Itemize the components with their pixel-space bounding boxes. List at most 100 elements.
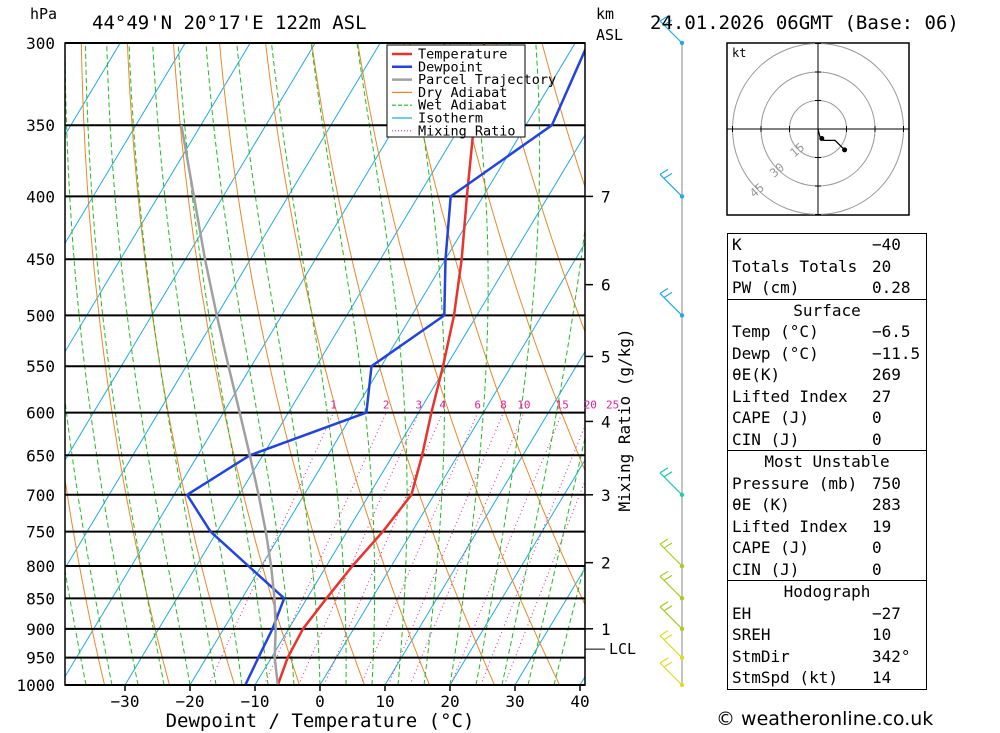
pressure-tick-label: 950 bbox=[26, 649, 55, 668]
indices-table: K −40 Totals Totals 20 PW (cm) 0.28 Surface Tem… bbox=[727, 233, 927, 690]
isotherm-line bbox=[65, 43, 121, 136]
mixing-ratio-label: 4 bbox=[439, 399, 446, 412]
pressure-tick-label: 450 bbox=[26, 250, 55, 269]
legend-label: Dry Adiabat bbox=[418, 85, 507, 101]
pressure-tick-label: 600 bbox=[26, 404, 55, 423]
legend-label: Wet Adiabat bbox=[418, 98, 507, 114]
mixing-ratio-label: 6 bbox=[474, 399, 481, 412]
wind-barb bbox=[659, 467, 683, 496]
pressure-tick-label: 1000 bbox=[16, 676, 55, 695]
wet-adiabat-line bbox=[177, 43, 269, 685]
indices-row: Totals Totals 20 bbox=[728, 256, 926, 278]
dry-adiabat-line bbox=[65, 476, 105, 685]
indices-label: θE(K) bbox=[732, 365, 781, 384]
mixing-ratio-label: 8 bbox=[500, 399, 507, 412]
legend-label: Dewpoint bbox=[418, 59, 483, 75]
isotherm-line bbox=[65, 43, 446, 678]
indices-row: K −40 bbox=[728, 234, 926, 256]
indices-section: Hodograph EH −27 SREH 10 StmDir 342° StmSpd (kt… bbox=[728, 580, 926, 689]
indices-section-title: Surface bbox=[793, 300, 861, 320]
indices-row: Lifted Index 19 bbox=[728, 516, 926, 538]
temperature-line bbox=[276, 43, 486, 685]
temp-tick-label: 40 bbox=[570, 692, 589, 711]
indices-section: Surface Temp (°C) −6.5 Dewp (°C) −11.5 θE(K) 2… bbox=[728, 298, 926, 451]
indices-row: Lifted Index 27 bbox=[728, 386, 926, 408]
indices-row: StmSpd (kt) 14 bbox=[728, 667, 926, 689]
indices-row: SREH 10 bbox=[728, 624, 926, 646]
legend-label: Isotherm bbox=[418, 111, 483, 127]
indices-row: CAPE (J) 0 bbox=[728, 407, 926, 429]
isotherm-line bbox=[384, 350, 585, 685]
indices-value: 20 bbox=[872, 256, 892, 276]
mixing-ratio-label: 3 bbox=[415, 399, 422, 412]
wind-barb bbox=[659, 657, 683, 686]
hodograph-unit-label: kt bbox=[732, 46, 746, 60]
indices-label: Dewp (°C) bbox=[732, 343, 819, 363]
km-unit-label: km bbox=[596, 5, 614, 23]
wet-adiabat-line bbox=[409, 43, 445, 685]
indices-section: Most Unstable Pressure (mb) 750 θE (K) 283 Li… bbox=[728, 450, 926, 580]
temp-tick-label: −20 bbox=[176, 692, 205, 711]
indices-label: Lifted Index bbox=[732, 516, 848, 536]
km-tick-label: 2 bbox=[601, 554, 611, 573]
pressure-tick-label: 300 bbox=[26, 34, 55, 53]
mixing-ratio-line bbox=[298, 412, 420, 685]
mixing-ratio-label: 2 bbox=[383, 399, 390, 412]
indices-row: Dewp (°C) −11.5 bbox=[728, 343, 926, 365]
indices-label: K bbox=[732, 235, 742, 254]
pressure-tick-label: 350 bbox=[26, 116, 55, 135]
indices-row: StmDir 342° bbox=[728, 646, 926, 668]
indices-section-title: Hodograph bbox=[783, 582, 871, 601]
indices-value: −27 bbox=[872, 603, 901, 623]
mixing-ratio-line bbox=[323, 412, 444, 685]
mixing-ratio-line bbox=[263, 412, 387, 685]
plot-frame bbox=[64, 42, 586, 686]
pressure-tick-label: 500 bbox=[26, 306, 55, 325]
indices-section-title: Most Unstable bbox=[764, 452, 890, 471]
axes: 3003504004505005506006507007508008509009… bbox=[16, 34, 636, 711]
wind-barb bbox=[659, 287, 683, 316]
indices-label: EH bbox=[732, 603, 752, 623]
legend-label: Parcel Trajectory bbox=[418, 72, 556, 88]
wind-profile bbox=[659, 15, 685, 688]
indices-value: 0 bbox=[872, 559, 882, 579]
km-tick-label: 4 bbox=[601, 412, 611, 431]
indices-row: Temp (°C) −6.5 bbox=[728, 321, 926, 343]
wind-barb bbox=[659, 538, 683, 567]
isotherm-line bbox=[319, 242, 585, 685]
dry-adiabat-line bbox=[495, 43, 585, 334]
indices-section: K −40 Totals Totals 20 PW (cm) 0.28 bbox=[728, 234, 926, 299]
indices-label: CIN (J) bbox=[732, 429, 800, 449]
mixing-ratio-label: 15 bbox=[556, 399, 569, 412]
dry-adiabat-line bbox=[126, 43, 235, 685]
indices-value: 283 bbox=[872, 495, 901, 514]
dry-adiabat-line bbox=[957, 43, 1000, 685]
datetime-title: 24.01.2026 06GMT (Base: 06) bbox=[650, 12, 959, 34]
indices-value: 0 bbox=[872, 429, 882, 449]
km-tick-label: 3 bbox=[601, 486, 611, 505]
km-tick-label: 5 bbox=[601, 347, 611, 366]
hodograph-trace bbox=[817, 128, 846, 151]
legend-box bbox=[386, 44, 526, 138]
wet-adiabat-line bbox=[356, 43, 408, 685]
wet-adiabat-line bbox=[310, 43, 376, 685]
mixing-ratio-label: 10 bbox=[517, 399, 530, 412]
km-tick-label: 1 bbox=[601, 620, 611, 639]
temp-tick-label: −30 bbox=[111, 692, 140, 711]
indices-row: CAPE (J) 0 bbox=[728, 537, 926, 559]
pressure-tick-label: 750 bbox=[26, 523, 55, 542]
isotherm-line bbox=[449, 459, 585, 685]
wind-barb bbox=[659, 601, 683, 630]
isotherm-line bbox=[124, 43, 511, 685]
pressure-tick-label: 400 bbox=[26, 187, 55, 206]
wind-barb bbox=[659, 570, 683, 599]
x-axis-title: Dewpoint / Temperature (°C) bbox=[166, 710, 475, 732]
location-title: 44°49'N 20°17'E 122m ASL bbox=[92, 12, 367, 34]
pressure-tick-label: 700 bbox=[26, 486, 55, 505]
mixing-ratio-line bbox=[208, 412, 335, 685]
km-tick-label: 7 bbox=[601, 187, 611, 206]
pressure-tick-label: 800 bbox=[26, 557, 55, 576]
hodograph-end-dot bbox=[842, 147, 848, 153]
